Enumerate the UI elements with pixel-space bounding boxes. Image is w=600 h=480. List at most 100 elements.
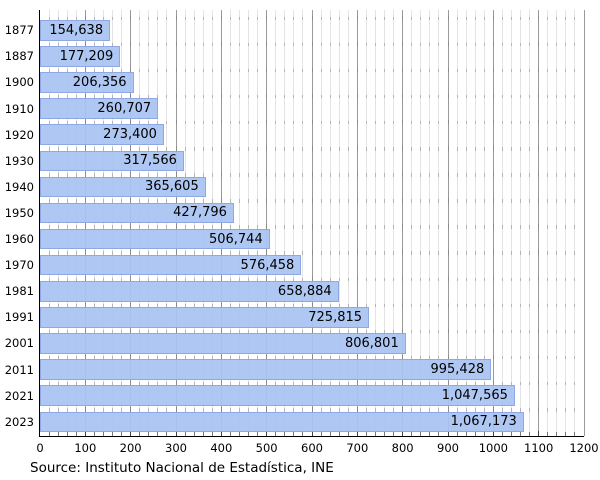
tick-mark	[275, 173, 277, 177]
tick-mark	[338, 120, 340, 125]
tick-mark	[520, 277, 522, 281]
tick-mark	[220, 328, 222, 334]
tick-mark	[501, 42, 503, 47]
tick-mark	[574, 251, 576, 255]
tick-mark	[547, 329, 549, 334]
tick-mark	[556, 94, 558, 99]
tick-mark	[121, 408, 123, 412]
tick-mark	[374, 329, 376, 334]
tick-mark	[302, 355, 304, 360]
tick-mark	[148, 381, 150, 386]
tick-mark	[157, 42, 159, 47]
tick-mark	[384, 251, 386, 255]
tick-mark	[365, 303, 367, 308]
tick-mark	[48, 432, 50, 436]
tick-mark	[121, 355, 123, 360]
tick-mark	[420, 68, 422, 73]
tick-mark	[275, 381, 277, 386]
tick-mark	[338, 225, 340, 229]
gridline-major	[356, 10, 358, 436]
tick-mark	[529, 329, 531, 334]
tick-mark	[311, 93, 313, 99]
tick-mark	[374, 432, 376, 436]
tick-mark	[193, 147, 195, 151]
bar-value-label: 365,605	[144, 179, 199, 195]
tick-mark	[175, 380, 177, 386]
tick-mark	[57, 303, 59, 308]
tick-mark	[547, 303, 549, 308]
tick-mark	[102, 381, 104, 386]
tick-mark	[574, 277, 576, 281]
tick-mark	[57, 120, 59, 125]
tick-mark	[266, 93, 268, 99]
tick-mark	[447, 15, 449, 20]
tick-mark	[483, 199, 485, 203]
tick-mark	[347, 432, 349, 436]
tick-mark	[438, 173, 440, 177]
tick-mark	[130, 146, 132, 151]
tick-mark	[565, 408, 567, 412]
tick-mark	[429, 68, 431, 73]
tick-mark	[456, 277, 458, 281]
bar: 365,605	[40, 176, 206, 198]
tick-mark	[447, 146, 449, 151]
tick-mark	[157, 329, 159, 334]
tick-mark	[311, 276, 313, 281]
tick-mark	[121, 42, 123, 47]
tick-mark	[438, 355, 440, 360]
tick-mark	[84, 354, 86, 360]
gridline-minor	[411, 10, 413, 436]
tick-mark	[420, 303, 422, 308]
tick-mark	[293, 16, 295, 20]
x-tick-label: 300	[165, 441, 187, 455]
tick-mark	[402, 380, 404, 386]
tick-mark	[456, 251, 458, 255]
tick-mark	[148, 173, 150, 177]
tick-mark	[257, 277, 259, 281]
tick-mark	[538, 67, 540, 73]
tick-mark	[248, 199, 250, 203]
tick-mark	[193, 16, 195, 20]
tick-mark	[474, 16, 476, 20]
tick-mark	[492, 407, 494, 412]
tick-mark	[347, 42, 349, 47]
tick-mark	[429, 147, 431, 151]
tick-mark	[139, 432, 141, 436]
tick-mark	[130, 380, 132, 386]
tick-mark	[365, 173, 367, 177]
tick-mark	[93, 42, 95, 47]
tick-mark	[220, 15, 222, 20]
tick-mark	[157, 147, 159, 151]
tick-mark	[248, 329, 250, 334]
tick-mark	[302, 432, 304, 436]
year-label: 1970	[4, 258, 34, 273]
tick-mark	[184, 225, 186, 229]
tick-mark	[139, 16, 141, 20]
tick-mark	[438, 277, 440, 281]
tick-mark	[293, 408, 295, 412]
tick-mark	[157, 277, 159, 281]
tick-mark	[193, 120, 195, 125]
tick-mark	[211, 94, 213, 99]
tick-mark	[248, 381, 250, 386]
tick-mark	[193, 303, 195, 308]
tick-mark	[429, 303, 431, 308]
tick-mark	[329, 68, 331, 73]
tick-mark	[84, 172, 86, 177]
tick-mark	[538, 302, 540, 308]
tick-mark	[193, 277, 195, 281]
minor-tick-strip	[40, 119, 584, 125]
tick-mark	[229, 355, 231, 360]
tick-mark	[266, 15, 268, 20]
tick-mark	[547, 16, 549, 20]
tick-mark	[257, 68, 259, 73]
tick-mark	[302, 120, 304, 125]
gridline-minor	[320, 10, 322, 436]
tick-mark	[175, 15, 177, 20]
tick-mark	[465, 147, 467, 151]
tick-mark	[402, 93, 404, 99]
tick-mark	[501, 303, 503, 308]
tick-mark	[402, 146, 404, 151]
tick-mark	[429, 42, 431, 47]
